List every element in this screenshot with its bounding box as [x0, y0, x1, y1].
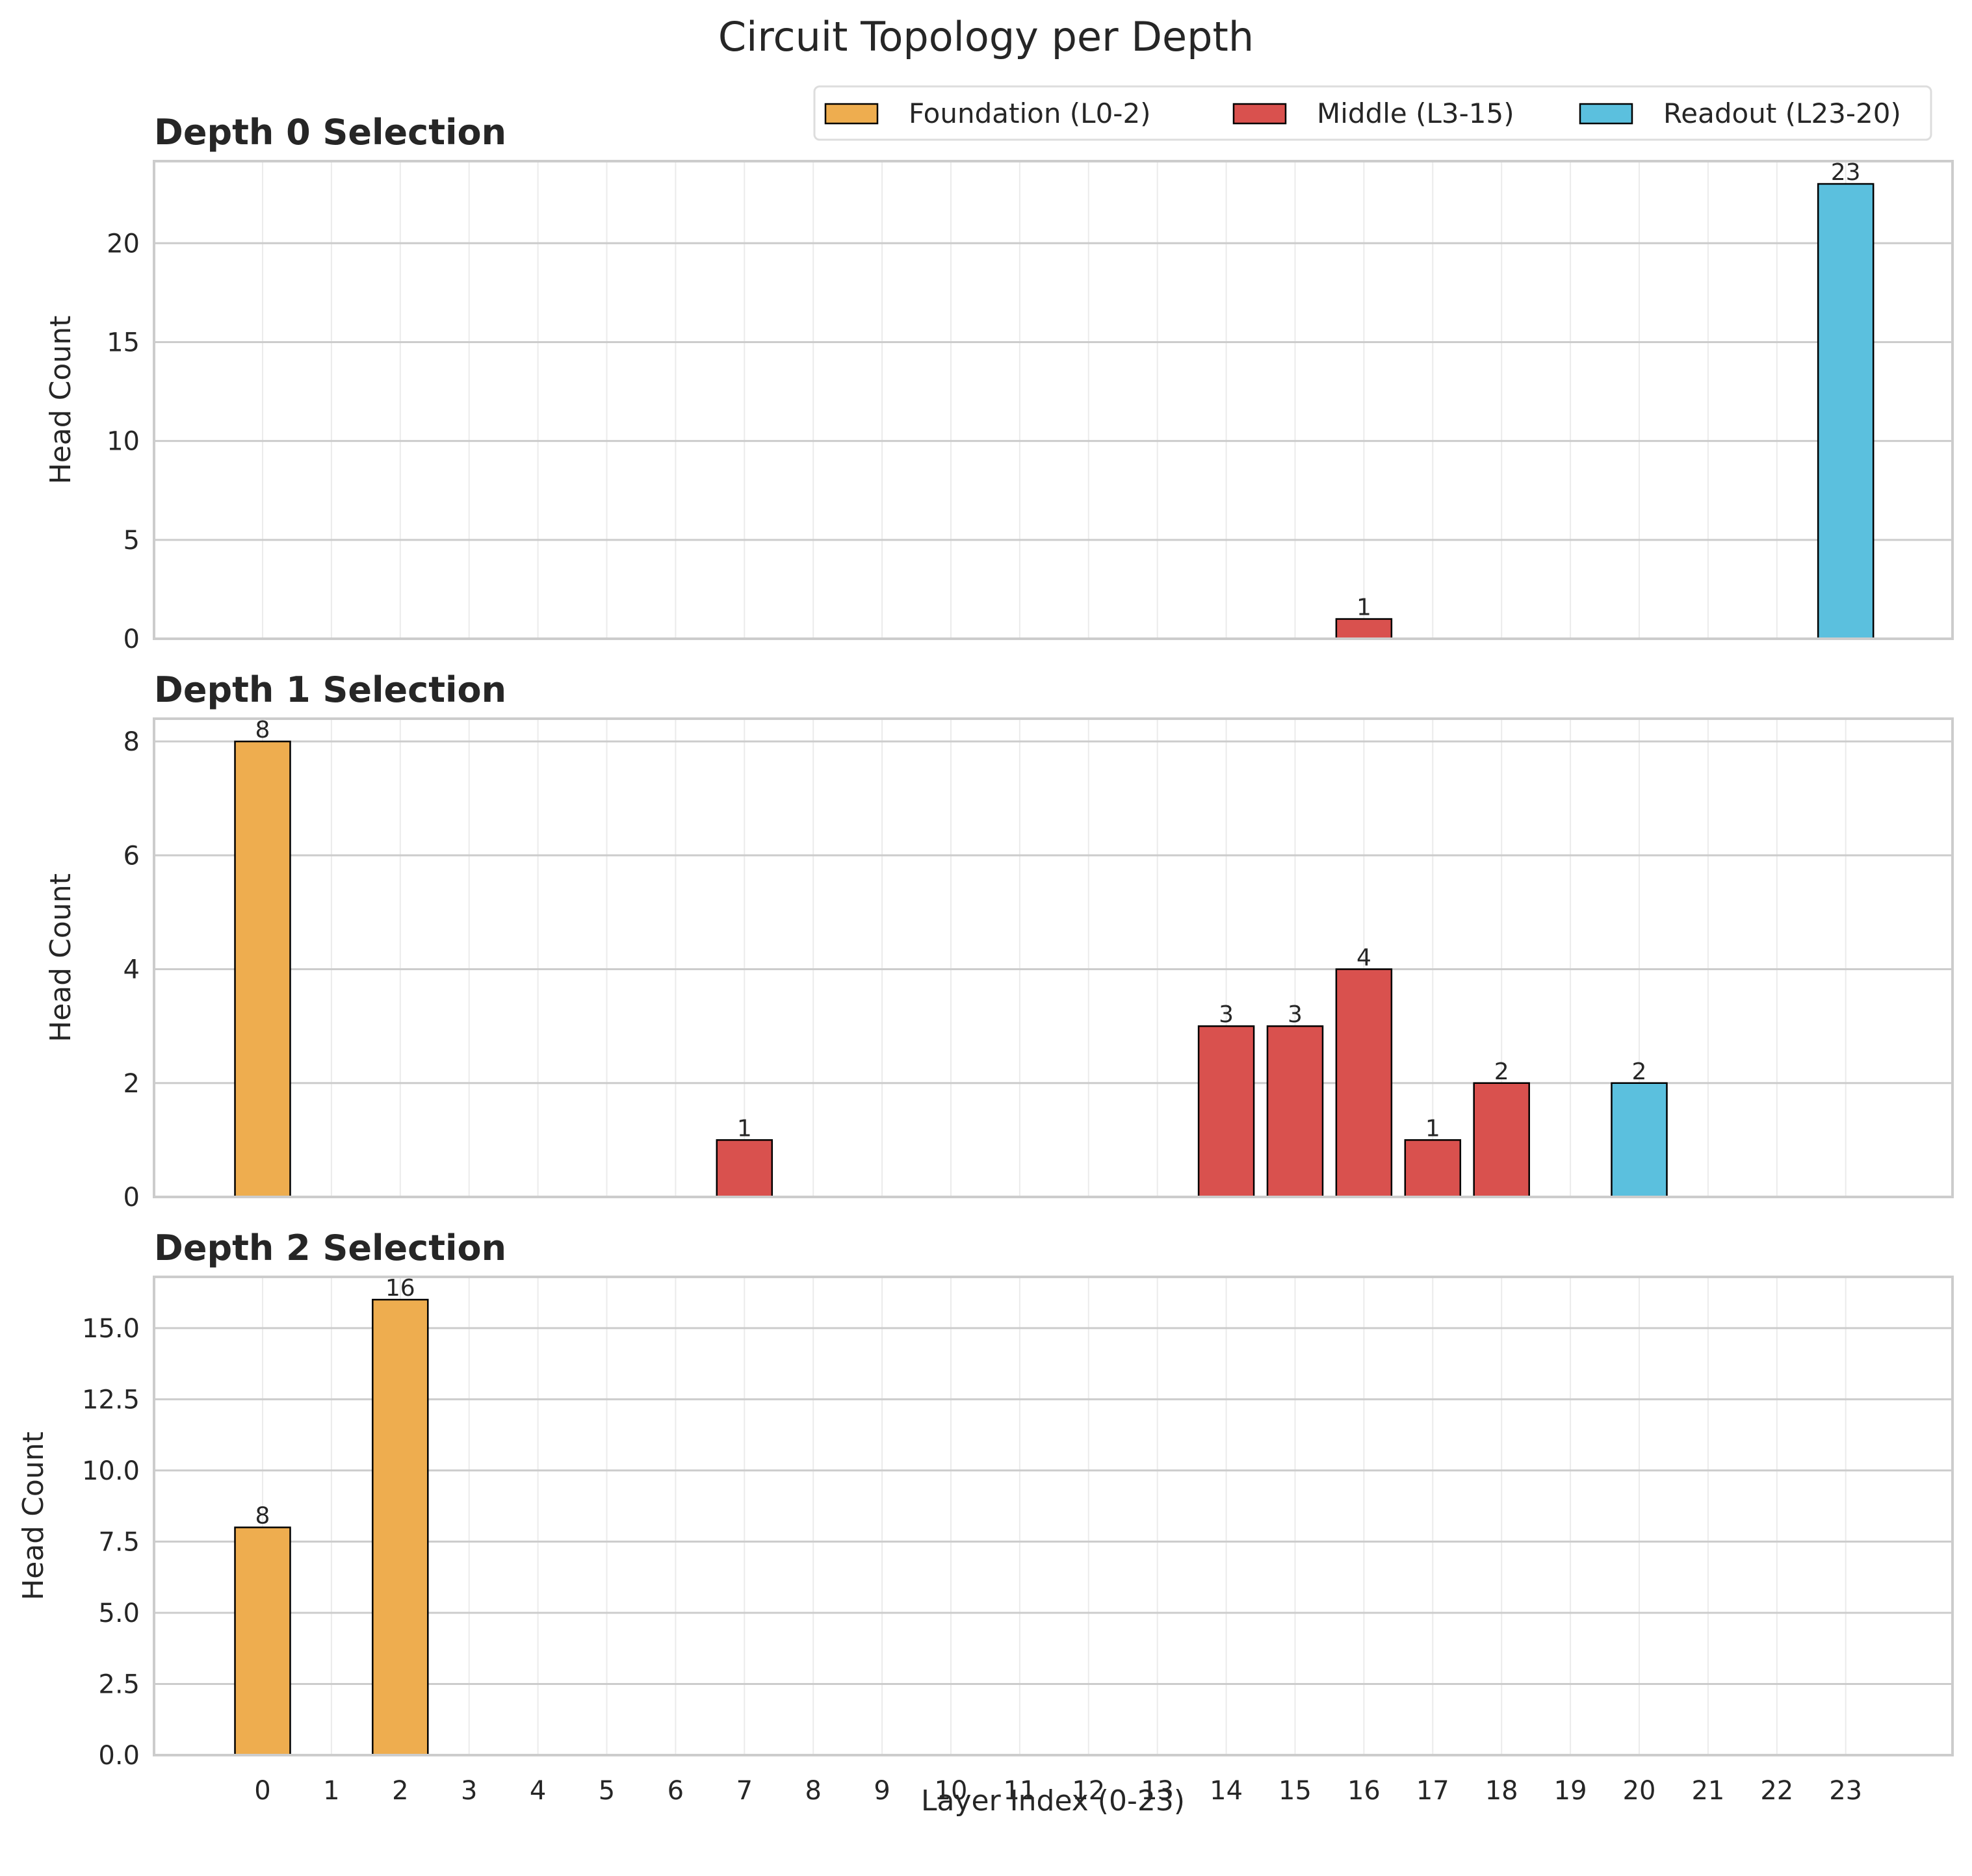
x-tick-label: 6	[668, 1776, 684, 1806]
y-tick-label: 2	[123, 1069, 140, 1099]
bar-value-label: 3	[1288, 1001, 1303, 1028]
y-axis-label: Head Count	[44, 873, 77, 1042]
x-tick-label: 23	[1829, 1776, 1862, 1806]
bar-value-label: 1	[737, 1115, 752, 1142]
x-tick-label: 7	[736, 1776, 753, 1806]
x-tick-label: 12	[1072, 1776, 1105, 1806]
panel-frame	[153, 1276, 1954, 1756]
y-tick-label: 10.0	[82, 1456, 140, 1486]
bar-layer-15	[1266, 1025, 1324, 1198]
y-tick-label: 15.0	[82, 1314, 140, 1344]
bar-layer-0	[234, 1526, 291, 1756]
bar-layer-23	[1817, 183, 1875, 640]
y-tick-label: 10	[107, 427, 140, 457]
y-tick-label: 2.5	[98, 1669, 140, 1699]
x-tick-label: 0	[254, 1776, 270, 1806]
y-tick-label: 7.5	[98, 1527, 140, 1557]
x-tick-label: 13	[1141, 1776, 1174, 1806]
y-tick-label: 6	[123, 841, 140, 871]
bar-layer-2	[372, 1298, 429, 1756]
y-tick-label: 15	[107, 328, 140, 357]
legend-label-foundation: Foundation (L0-2)	[909, 97, 1151, 129]
legend-frame	[813, 85, 1932, 141]
bar-layer-20	[1611, 1082, 1668, 1198]
x-tick-label: 11	[1003, 1776, 1036, 1806]
y-tick-label: 5.0	[98, 1599, 140, 1628]
x-tick-label: 1	[323, 1776, 339, 1806]
legend-label-readout: Readout (L23-20)	[1663, 97, 1901, 129]
bar-value-label: 8	[255, 717, 270, 743]
x-tick-label: 10	[935, 1776, 968, 1806]
x-tick-label: 5	[599, 1776, 615, 1806]
x-tick-label: 22	[1760, 1776, 1793, 1806]
y-tick-label: 20	[107, 229, 140, 259]
bar-value-label: 16	[385, 1275, 415, 1302]
legend-swatch-middle	[1232, 103, 1287, 125]
panel-frame	[153, 160, 1954, 640]
x-tick-label: 16	[1347, 1776, 1381, 1806]
bar-value-label: 3	[1219, 1001, 1234, 1028]
y-tick-label: 0	[123, 624, 140, 654]
x-tick-label: 9	[874, 1776, 890, 1806]
x-tick-label: 4	[530, 1776, 546, 1806]
panel-frame	[153, 717, 1954, 1198]
y-tick-label: 4	[123, 955, 140, 985]
x-tick-label: 3	[461, 1776, 477, 1806]
x-tick-label: 15	[1278, 1776, 1312, 1806]
bar-value-label: 4	[1356, 945, 1371, 971]
bar-value-label: 2	[1632, 1059, 1647, 1085]
bar-value-label: 23	[1831, 159, 1861, 186]
bar-layer-17	[1404, 1139, 1462, 1198]
panel-title: Depth 1 Selection	[154, 669, 506, 710]
bar-value-label: 1	[1425, 1115, 1440, 1142]
y-tick-label: 12.5	[82, 1385, 140, 1415]
bar-layer-18	[1473, 1082, 1530, 1198]
y-axis-label: Head Count	[17, 1432, 50, 1600]
y-tick-label: 5	[123, 526, 140, 556]
panel-title: Depth 2 Selection	[154, 1227, 506, 1268]
legend-swatch-foundation	[824, 103, 879, 125]
bar-value-label: 2	[1494, 1059, 1509, 1085]
bar-layer-14	[1197, 1025, 1255, 1198]
y-tick-label: 0.0	[98, 1741, 140, 1771]
panel-depth-0: 0 5 10 15 20 1 23 Depth 0 Selection Head Count	[44, 112, 1954, 654]
x-tick-label: 19	[1554, 1776, 1587, 1806]
bar-layer-16	[1335, 618, 1393, 640]
x-tick-label: 14	[1210, 1776, 1243, 1806]
x-tick-label: 21	[1691, 1776, 1724, 1806]
legend-swatch-readout	[1579, 103, 1633, 125]
x-tick-label: 17	[1416, 1776, 1449, 1806]
x-tick-label: 8	[805, 1776, 821, 1806]
legend-label-middle: Middle (L3-15)	[1317, 97, 1514, 129]
bar-layer-16	[1335, 968, 1393, 1198]
y-tick-label: 8	[123, 727, 140, 757]
x-axis-label: Layer Index (0-23)	[921, 1784, 1185, 1818]
x-tick-label: 2	[392, 1776, 408, 1806]
panel-title: Depth 0 Selection	[154, 112, 506, 153]
panel-depth-1: 0 2 4 6 8 8 1 3 3 4 1 2 2 Depth 1 Selection Head Count	[44, 669, 1954, 1213]
chart-title: Circuit Topology per Depth	[718, 13, 1254, 60]
x-tick-label: 18	[1485, 1776, 1518, 1806]
legend: Foundation (L0-2) Middle (L3-15) Readout (…	[813, 85, 1932, 141]
bar-value-label: 8	[255, 1503, 270, 1530]
bar-layer-7	[716, 1139, 773, 1198]
x-tick-label: 20	[1623, 1776, 1656, 1806]
bar-layer-0	[234, 740, 291, 1198]
bar-value-label: 1	[1356, 595, 1371, 621]
y-axis-label: Head Count	[44, 316, 77, 485]
y-tick-label: 0	[123, 1183, 140, 1213]
